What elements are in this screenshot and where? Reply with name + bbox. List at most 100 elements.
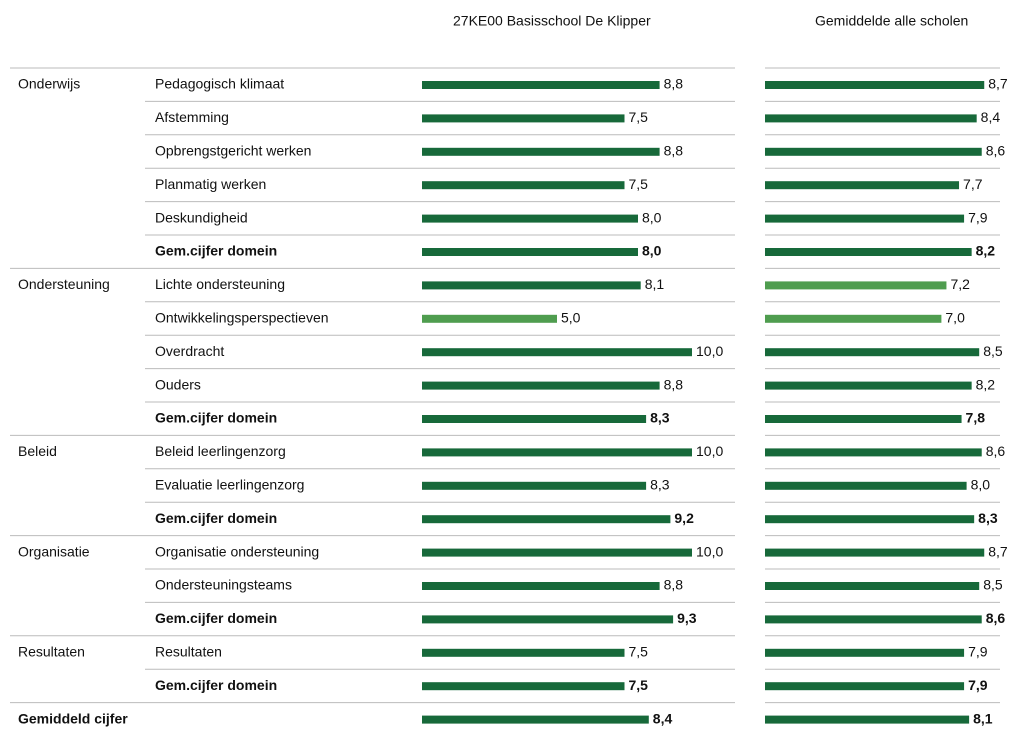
- bar: [765, 348, 980, 357]
- bar: [765, 314, 942, 323]
- bar: [765, 448, 982, 457]
- bar: [422, 415, 647, 423]
- value-label: 10,0: [696, 543, 723, 559]
- bar: [765, 582, 980, 590]
- bar: [765, 214, 965, 223]
- value-label: 8,7: [988, 543, 1008, 559]
- domain-label: Ondersteuning: [18, 276, 110, 292]
- bar: [765, 682, 965, 691]
- value-label: 8,3: [650, 410, 670, 426]
- bar: [422, 348, 692, 357]
- bar: [422, 548, 692, 557]
- bar: [765, 648, 965, 657]
- bar: [765, 81, 985, 89]
- value-label: 8,8: [664, 143, 684, 159]
- bar: [765, 147, 982, 156]
- value-label: 7,5: [629, 109, 649, 125]
- row-label: Gem.cijfer domein: [155, 610, 277, 626]
- bar: [765, 415, 962, 423]
- bar: [422, 81, 660, 89]
- value-label: 8,2: [976, 376, 996, 392]
- bar: [422, 214, 638, 223]
- value-label: 8,0: [642, 243, 662, 259]
- value-label: 8,5: [983, 577, 1003, 593]
- bar: [422, 281, 641, 290]
- bar: [422, 181, 625, 190]
- domain-label: Gemiddeld cijfer: [18, 710, 128, 726]
- row-label: Lichte ondersteuning: [155, 276, 285, 292]
- bar: [765, 114, 977, 123]
- domain-label: Organisatie: [18, 543, 90, 559]
- row-label: Beleid leerlingenzorg: [155, 443, 286, 459]
- value-label: 8,6: [986, 443, 1006, 459]
- value-label: 5,0: [561, 310, 581, 326]
- bar: [765, 515, 975, 524]
- value-label: 8,4: [653, 710, 673, 726]
- value-label: 9,2: [674, 510, 694, 526]
- bar: [765, 281, 947, 290]
- value-label: 8,1: [645, 276, 665, 292]
- value-label: 10,0: [696, 343, 723, 359]
- value-label: 8,8: [664, 577, 684, 593]
- value-label: 10,0: [696, 443, 723, 459]
- bar: [765, 481, 967, 490]
- row-label: Evaluatie leerlingenzorg: [155, 477, 304, 493]
- value-label: 7,9: [968, 677, 988, 693]
- value-label: 7,5: [629, 644, 649, 660]
- bar: [422, 114, 625, 123]
- row-label: Organisatie ondersteuning: [155, 543, 319, 559]
- bar: [422, 515, 671, 524]
- row-label: Gem.cijfer domein: [155, 410, 277, 426]
- domain-label: Resultaten: [18, 644, 85, 660]
- domain-label: Beleid: [18, 443, 57, 459]
- value-label: 7,2: [950, 276, 970, 292]
- row-label: Gem.cijfer domein: [155, 243, 277, 259]
- value-label: 8,8: [664, 76, 684, 92]
- value-label: 8,4: [981, 109, 1001, 125]
- row-label: Gem.cijfer domein: [155, 510, 277, 526]
- bar: [422, 147, 660, 156]
- series-header: Gemiddelde alle scholen: [815, 13, 968, 29]
- value-label: 7,5: [629, 677, 649, 693]
- bar: [422, 481, 647, 490]
- row-label: Planmatig werken: [155, 176, 266, 192]
- bar: [422, 615, 674, 624]
- value-label: 8,0: [642, 209, 662, 225]
- value-label: 8,3: [978, 510, 998, 526]
- value-label: 8,2: [976, 243, 996, 259]
- bar: [422, 448, 692, 457]
- bar: [422, 715, 649, 724]
- bar: [765, 181, 960, 190]
- bar: [765, 548, 985, 557]
- row-label: Overdracht: [155, 343, 224, 359]
- bar: [765, 381, 972, 390]
- value-label: 8,7: [988, 76, 1008, 92]
- value-label: 7,0: [945, 310, 965, 326]
- bar: [422, 682, 625, 691]
- bar: [422, 648, 625, 657]
- bar: [765, 248, 972, 256]
- row-label: Resultaten: [155, 644, 222, 660]
- row-label: Pedagogisch klimaat: [155, 76, 284, 92]
- row-label: Opbrengstgericht werken: [155, 143, 311, 159]
- series-header: 27KE00 Basisschool De Klipper: [453, 13, 651, 29]
- value-label: 8,5: [983, 343, 1003, 359]
- domain-label: Onderwijs: [18, 76, 80, 92]
- value-label: 8,3: [650, 477, 670, 493]
- bar: [422, 582, 660, 590]
- value-label: 7,9: [968, 209, 988, 225]
- value-label: 8,8: [664, 376, 684, 392]
- row-label: Ouders: [155, 376, 201, 392]
- bar: [422, 381, 660, 390]
- value-label: 7,8: [966, 410, 986, 426]
- bar: [422, 314, 557, 323]
- bar: [765, 615, 982, 624]
- value-label: 8,0: [971, 477, 991, 493]
- row-label: Deskundigheid: [155, 209, 248, 225]
- row-label: Afstemming: [155, 109, 229, 125]
- row-label: Gem.cijfer domein: [155, 677, 277, 693]
- value-label: 8,6: [986, 143, 1006, 159]
- value-label: 9,3: [677, 610, 697, 626]
- value-label: 8,6: [986, 610, 1006, 626]
